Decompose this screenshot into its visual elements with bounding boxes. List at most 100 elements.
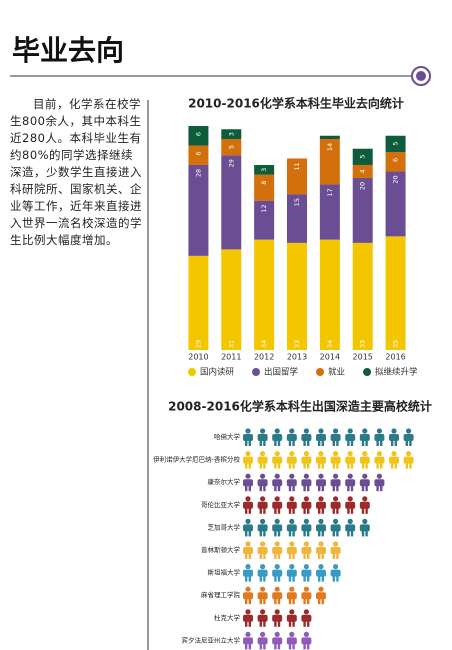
icon-head <box>333 428 339 434</box>
icon-leg <box>274 485 277 492</box>
row-label: 哥伦比亚大学 <box>201 500 241 509</box>
icon-leg <box>332 575 335 582</box>
icon-leg <box>336 507 339 514</box>
icon-leg <box>277 440 281 446</box>
icon-leg <box>288 530 292 537</box>
icon-leg <box>292 598 295 605</box>
icon-body <box>403 434 414 441</box>
icon-leg <box>248 643 251 650</box>
icon-leg <box>365 485 368 492</box>
icon-leg <box>332 485 335 492</box>
icon-leg <box>263 440 266 446</box>
rule-dot <box>416 71 426 81</box>
icon-head <box>333 451 339 457</box>
bar-segment <box>254 174 275 201</box>
icon-leg <box>321 553 324 559</box>
icon-leg <box>409 440 412 446</box>
icon-leg <box>259 553 262 559</box>
icon-leg <box>288 440 292 446</box>
icon-body <box>257 479 268 487</box>
legend-label: 国内读研 <box>200 367 235 378</box>
icon-body <box>243 479 253 487</box>
icon-head <box>347 451 353 457</box>
icon-body <box>301 501 312 509</box>
icon-leg <box>248 507 251 514</box>
bar-segment <box>319 135 340 139</box>
icon-row <box>243 609 312 627</box>
icon-head <box>289 564 295 570</box>
bar-segment <box>254 200 275 240</box>
icon-head <box>274 518 280 525</box>
icon-head <box>274 496 280 502</box>
x-tick-label: 2014 <box>320 353 340 362</box>
icon-leg <box>405 440 408 446</box>
icon-body <box>257 637 268 645</box>
icon-leg <box>365 462 368 469</box>
icon-body <box>243 614 253 622</box>
icon-leg <box>288 462 292 469</box>
icon-leg <box>336 485 339 492</box>
icon-leg <box>394 440 397 446</box>
icon-leg <box>274 553 277 559</box>
icon-leg <box>321 598 324 605</box>
icon-head <box>260 564 266 570</box>
icon-body <box>301 524 312 532</box>
icon-leg <box>303 643 306 650</box>
segment-label: 33 <box>359 340 367 348</box>
icon-head <box>347 496 353 502</box>
icon-body <box>301 614 312 622</box>
icon-leg <box>259 485 262 492</box>
segment-label: 31 <box>227 340 235 348</box>
icon-row <box>243 564 341 582</box>
icon-leg <box>288 575 292 582</box>
icon-leg <box>259 620 262 627</box>
legend-swatch <box>363 368 372 376</box>
icon-head <box>245 496 251 502</box>
icon-head <box>362 518 368 525</box>
icon-row <box>243 473 385 492</box>
icon-leg <box>318 553 321 559</box>
segment-label: 28 <box>194 169 202 177</box>
icon-head <box>289 473 295 479</box>
segment-label: 3 <box>260 168 268 172</box>
icon-body <box>286 569 297 577</box>
icon-head <box>406 451 412 457</box>
icon-leg <box>259 462 262 469</box>
icon-body <box>389 456 399 464</box>
icon-leg <box>303 440 306 446</box>
icon-leg <box>292 440 295 446</box>
icon-leg <box>288 553 292 559</box>
icon-body <box>316 592 326 600</box>
icon-leg <box>365 507 368 514</box>
icon-head <box>333 518 339 525</box>
icon-leg <box>274 575 277 582</box>
icon-body <box>345 456 356 464</box>
icon-leg <box>350 462 354 469</box>
icon-leg <box>274 620 277 627</box>
segment-label: 33 <box>293 340 301 348</box>
icon-leg <box>288 643 292 650</box>
icon-leg <box>332 462 335 469</box>
icon-body <box>359 479 370 487</box>
icon-body <box>272 524 283 532</box>
segment-label: 6 <box>392 158 400 162</box>
icon-leg <box>321 485 324 492</box>
icon-body <box>243 637 253 645</box>
icon-head <box>318 473 324 479</box>
icon-head <box>303 428 309 434</box>
icon-head <box>289 631 295 638</box>
icon-head <box>245 518 251 525</box>
icon-head <box>318 451 324 457</box>
icon-body <box>330 524 341 532</box>
icon-head <box>362 496 368 502</box>
icon-head <box>260 541 266 547</box>
icon-body <box>389 434 399 441</box>
icon-head <box>303 518 309 525</box>
bar-segment <box>287 194 307 243</box>
icon-leg <box>318 485 321 492</box>
icon-leg <box>248 620 251 627</box>
icon-head <box>303 541 309 547</box>
icon-head <box>274 451 280 457</box>
icon-leg <box>277 507 281 514</box>
